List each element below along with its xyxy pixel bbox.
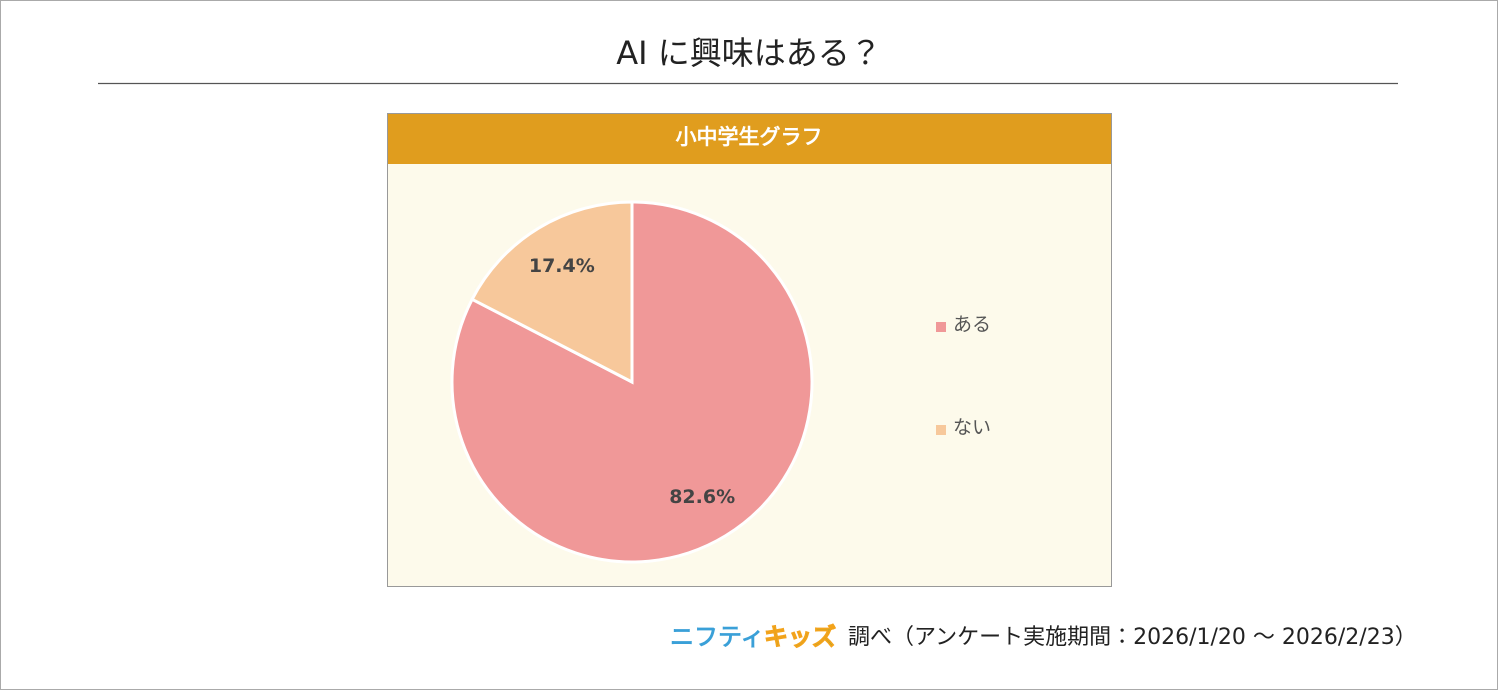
legend-swatch xyxy=(936,425,946,435)
legend-label: ある xyxy=(953,314,991,336)
data-label: 82.6% xyxy=(669,486,735,508)
brand-part: キッズ xyxy=(764,623,836,651)
legend-swatch xyxy=(936,322,946,332)
legend-label: ない xyxy=(953,417,991,439)
pie-slice xyxy=(470,200,634,385)
chart-header xyxy=(388,114,1111,164)
page-title: AI に興味はある？ xyxy=(616,34,882,72)
source-note: 調べ（アンケート実施期間：2026/1/20 ～ 2026/2/23） xyxy=(848,625,1417,650)
chart-title: 小中学生グラフ xyxy=(676,125,823,149)
data-label: 17.4% xyxy=(529,255,595,277)
brand-part: ニフティ xyxy=(670,623,765,651)
